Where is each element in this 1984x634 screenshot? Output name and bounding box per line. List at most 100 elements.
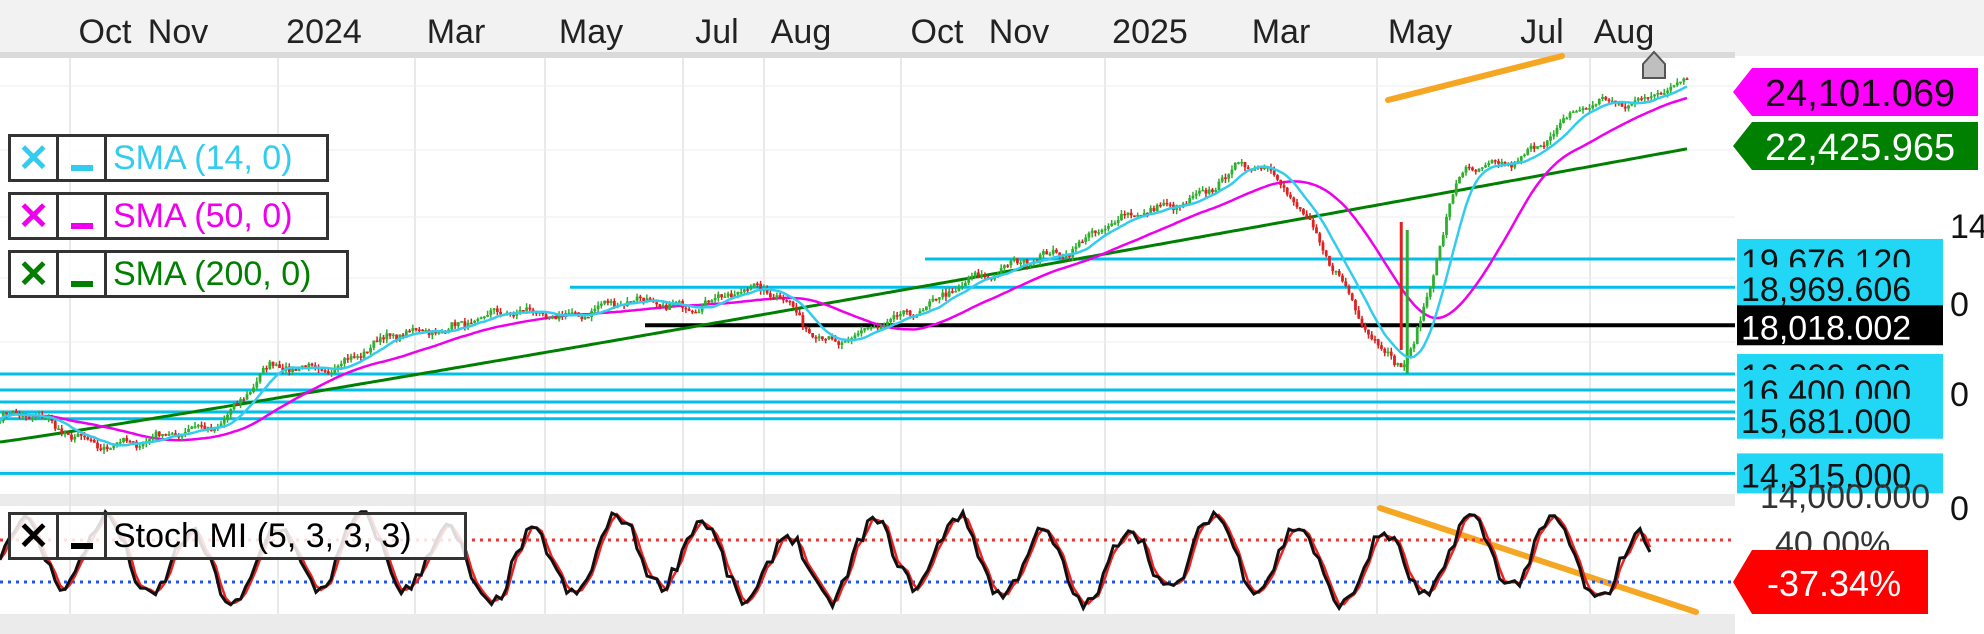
close-icon[interactable]: ✕ <box>11 137 59 180</box>
candle-body <box>1367 329 1370 335</box>
candle-body <box>1224 177 1227 179</box>
candle-body <box>1412 343 1416 349</box>
candle-body <box>824 339 828 341</box>
candle-body <box>1575 111 1578 113</box>
candle-body <box>512 314 515 317</box>
candle-body <box>27 416 31 419</box>
candle-body <box>833 339 837 342</box>
candle-body <box>934 298 938 301</box>
candle-body <box>53 420 57 429</box>
candle-body <box>1438 245 1442 260</box>
candle-body <box>1285 187 1289 195</box>
candle-body <box>746 289 750 291</box>
candle-body <box>1084 237 1088 242</box>
axis-partial-label: 0 <box>1950 376 1969 414</box>
candle-body <box>219 423 223 428</box>
candle-body <box>499 312 502 315</box>
candle-body <box>1276 175 1279 180</box>
candle-body <box>837 341 841 345</box>
candle-body <box>1536 146 1539 149</box>
minimize-icon[interactable] <box>59 137 107 179</box>
candle-body <box>742 289 746 293</box>
candle-body <box>866 327 870 330</box>
candle-body <box>1493 160 1497 162</box>
minimize-icon[interactable] <box>59 195 107 237</box>
candle-body <box>1422 306 1426 321</box>
candle-body <box>707 300 711 303</box>
level-label: 18,969.606 <box>1741 271 1911 309</box>
candle-body <box>86 437 90 440</box>
candle-body <box>749 287 753 290</box>
candle-body <box>1370 334 1374 340</box>
sma-200-line <box>0 147 1688 444</box>
candle-body <box>525 307 528 311</box>
candle-body <box>785 300 789 302</box>
candle-body <box>1194 193 1198 196</box>
candle-body <box>1116 220 1120 224</box>
candle-body <box>921 309 925 312</box>
candle-body <box>1308 216 1312 220</box>
candle-body <box>697 311 701 314</box>
candle-body <box>1519 156 1523 161</box>
candle-body <box>388 333 392 336</box>
x-tick-label: May <box>1388 13 1452 51</box>
candle-body <box>63 432 67 435</box>
candle-body <box>1581 108 1585 110</box>
candle-body <box>320 369 324 371</box>
panel-divider <box>0 494 1735 506</box>
candle-body <box>229 409 233 415</box>
candle-body <box>1510 162 1513 168</box>
candle-body <box>437 332 441 334</box>
candle-body <box>1448 203 1452 217</box>
close-icon[interactable]: ✕ <box>11 195 59 238</box>
minimize-icon[interactable] <box>59 515 107 557</box>
candle-body <box>1523 154 1526 157</box>
candle-body <box>1201 189 1205 192</box>
candle-body <box>151 437 155 440</box>
candle-body <box>892 315 896 320</box>
candle-body <box>1357 310 1361 319</box>
candle-body <box>79 434 83 436</box>
candle-body <box>970 275 974 278</box>
close-icon[interactable]: ✕ <box>11 515 59 558</box>
candle-body <box>1675 82 1679 86</box>
close-icon[interactable]: ✕ <box>11 253 59 296</box>
axis-partial-label: 0 <box>1950 490 1969 528</box>
candle-body <box>57 428 60 431</box>
candle-body <box>492 308 496 311</box>
price-badge-label: 24,101.069 <box>1765 73 1955 115</box>
candle-body <box>60 428 64 434</box>
candle-body <box>801 315 805 327</box>
candle-body <box>1009 260 1013 266</box>
candle-body <box>274 364 278 366</box>
candle-body <box>827 336 831 340</box>
candle-body <box>1620 103 1624 107</box>
candle-body <box>1396 363 1400 365</box>
axis-partial-label: 0 <box>1950 286 1969 324</box>
candle-body <box>307 363 311 369</box>
candle-body <box>1097 232 1101 234</box>
candle-body <box>1038 254 1042 262</box>
sma-14-line <box>0 85 1688 447</box>
candle-body <box>1630 103 1634 106</box>
candle-body <box>193 426 197 428</box>
x-tick-label: Nov <box>148 13 208 51</box>
candle-body <box>593 308 597 312</box>
candle-body <box>109 448 112 450</box>
candle-body <box>573 312 577 314</box>
candle-body <box>1383 348 1387 353</box>
candle-body <box>161 434 164 436</box>
candle-body <box>1669 86 1673 91</box>
candle-body <box>648 298 652 301</box>
minimize-icon[interactable] <box>59 253 107 295</box>
alert-bell-icon[interactable] <box>1642 50 1666 79</box>
candle-body <box>261 367 265 374</box>
candle-body <box>772 297 776 299</box>
candle-body <box>768 293 772 298</box>
candle-body <box>310 363 314 366</box>
candle-body <box>1064 254 1068 259</box>
candle-body <box>960 285 964 289</box>
candle-body <box>105 446 109 449</box>
candle-body <box>521 310 525 312</box>
